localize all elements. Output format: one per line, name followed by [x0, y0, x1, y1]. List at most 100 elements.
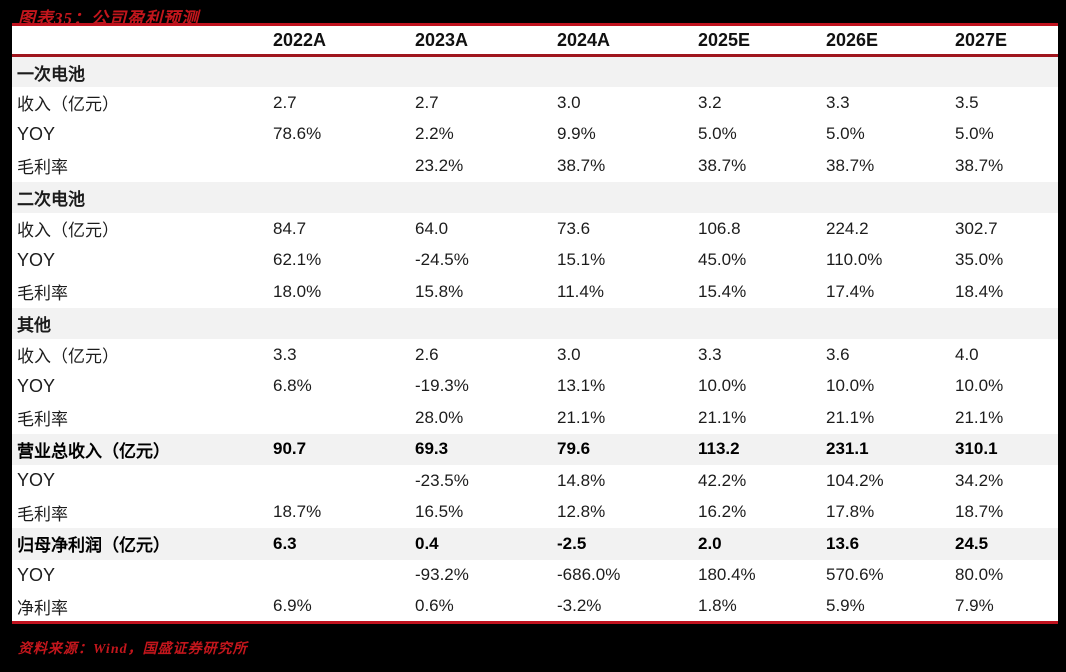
value-cell: 3.2: [698, 87, 826, 119]
data-row: 收入（亿元） 84.7 64.0 73.6 106.8 224.2 302.7: [12, 213, 1058, 245]
row-label: 毛利率: [12, 496, 273, 528]
value-cell: 34.2%: [955, 465, 1007, 497]
value-cell: 2.7: [415, 87, 557, 119]
value-cell: 1.8%: [698, 591, 826, 623]
row-spacer-cell: [1006, 465, 1058, 497]
value-cell: -3.2%: [557, 591, 698, 623]
value-cell: 21.1%: [955, 402, 1007, 434]
value-cell: 6.9%: [273, 591, 415, 623]
data-row: 毛利率 18.0% 15.8% 11.4% 15.4% 17.4% 18.4%: [12, 276, 1058, 308]
value-cell: [698, 181, 826, 213]
section-header-row: 其他: [12, 307, 1058, 339]
value-cell: 7.9%: [955, 591, 1007, 623]
value-cell: 2.6: [415, 339, 557, 371]
value-cell: 21.1%: [826, 402, 955, 434]
data-row: YOY -23.5% 14.8% 42.2% 104.2% 34.2%: [12, 465, 1058, 497]
column-header: 2027E: [955, 24, 1007, 57]
data-row: 毛利率 18.7% 16.5% 12.8% 16.2% 17.8% 18.7%: [12, 496, 1058, 528]
value-cell: [415, 307, 557, 339]
value-cell: -19.3%: [415, 370, 557, 402]
value-cell: 18.7%: [955, 496, 1007, 528]
value-cell: [557, 55, 698, 87]
column-header: 2022A: [273, 24, 415, 57]
value-cell: 21.1%: [698, 402, 826, 434]
section-header-row: 一次电池: [12, 55, 1058, 87]
profit-forecast-table: 2022A 2023A 2024A 2025E 2026E 2027E 一次电池 收入（亿元…: [12, 23, 1058, 624]
column-header: 2023A: [415, 24, 557, 57]
data-row: 毛利率 28.0% 21.1% 21.1% 21.1% 21.1%: [12, 402, 1058, 434]
row-label: 毛利率: [12, 276, 273, 308]
data-row: 收入（亿元） 2.7 2.7 3.0 3.2 3.3 3.5: [12, 87, 1058, 119]
value-cell: 5.9%: [826, 591, 955, 623]
data-row: 净利率 6.9% 0.6% -3.2% 1.8% 5.9% 7.9%: [12, 591, 1058, 623]
row-spacer-cell: [1006, 528, 1058, 560]
value-cell: -23.5%: [415, 465, 557, 497]
value-cell: 106.8: [698, 213, 826, 245]
column-header: 2024A: [557, 24, 698, 57]
row-spacer-cell: [1006, 150, 1058, 182]
value-cell: 38.7%: [955, 150, 1007, 182]
row-label: 二次电池: [12, 181, 273, 213]
value-cell: -24.5%: [415, 244, 557, 276]
value-cell: [826, 55, 955, 87]
value-cell: [955, 181, 1007, 213]
value-cell: [557, 307, 698, 339]
value-cell: 2.7: [273, 87, 415, 119]
value-cell: 84.7: [273, 213, 415, 245]
total-row: 营业总收入（亿元） 90.7 69.3 79.6 113.2 231.1 310.1: [12, 433, 1058, 465]
column-header: 2026E: [826, 24, 955, 57]
value-cell: 13.1%: [557, 370, 698, 402]
value-cell: [826, 181, 955, 213]
data-row: YOY 6.8% -19.3% 13.1% 10.0% 10.0% 10.0%: [12, 370, 1058, 402]
value-cell: 231.1: [826, 433, 955, 465]
value-cell: [415, 55, 557, 87]
data-row: 毛利率 23.2% 38.7% 38.7% 38.7% 38.7%: [12, 150, 1058, 182]
value-cell: 0.6%: [415, 591, 557, 623]
value-cell: [698, 307, 826, 339]
value-cell: 23.2%: [415, 150, 557, 182]
value-cell: 16.2%: [698, 496, 826, 528]
value-cell: 3.6: [826, 339, 955, 371]
row-label: YOY: [12, 118, 273, 150]
row-spacer-cell: [1006, 307, 1058, 339]
row-label: 毛利率: [12, 402, 273, 434]
value-cell: 69.3: [415, 433, 557, 465]
value-cell: [698, 55, 826, 87]
row-label: YOY: [12, 559, 273, 591]
value-cell: 64.0: [415, 213, 557, 245]
value-cell: 42.2%: [698, 465, 826, 497]
value-cell: -93.2%: [415, 559, 557, 591]
row-label: 收入（亿元）: [12, 87, 273, 119]
data-row: YOY 78.6% 2.2% 9.9% 5.0% 5.0% 5.0%: [12, 118, 1058, 150]
value-cell: [955, 55, 1007, 87]
value-cell: 570.6%: [826, 559, 955, 591]
value-cell: 18.0%: [273, 276, 415, 308]
value-cell: 15.4%: [698, 276, 826, 308]
row-label: 营业总收入（亿元）: [12, 433, 273, 465]
value-cell: 45.0%: [698, 244, 826, 276]
value-cell: [826, 307, 955, 339]
row-label: 净利率: [12, 591, 273, 623]
value-cell: 16.5%: [415, 496, 557, 528]
value-cell: 18.7%: [273, 496, 415, 528]
row-spacer-cell: [1006, 496, 1058, 528]
row-spacer-cell: [1006, 370, 1058, 402]
value-cell: [415, 181, 557, 213]
value-cell: 302.7: [955, 213, 1007, 245]
corner-cell: [12, 24, 273, 57]
value-cell: 310.1: [955, 433, 1007, 465]
data-row: YOY -93.2% -686.0% 180.4% 570.6% 80.0%: [12, 559, 1058, 591]
value-cell: 5.0%: [826, 118, 955, 150]
value-cell: 3.3: [698, 339, 826, 371]
value-cell: 5.0%: [955, 118, 1007, 150]
value-cell: 15.1%: [557, 244, 698, 276]
value-cell: [273, 181, 415, 213]
value-cell: 62.1%: [273, 244, 415, 276]
row-spacer-cell: [1006, 55, 1058, 87]
value-cell: 18.4%: [955, 276, 1007, 308]
value-cell: 3.0: [557, 87, 698, 119]
row-spacer-cell: [1006, 213, 1058, 245]
value-cell: 24.5: [955, 528, 1007, 560]
data-row: 收入（亿元） 3.3 2.6 3.0 3.3 3.6 4.0: [12, 339, 1058, 371]
row-spacer-cell: [1006, 244, 1058, 276]
